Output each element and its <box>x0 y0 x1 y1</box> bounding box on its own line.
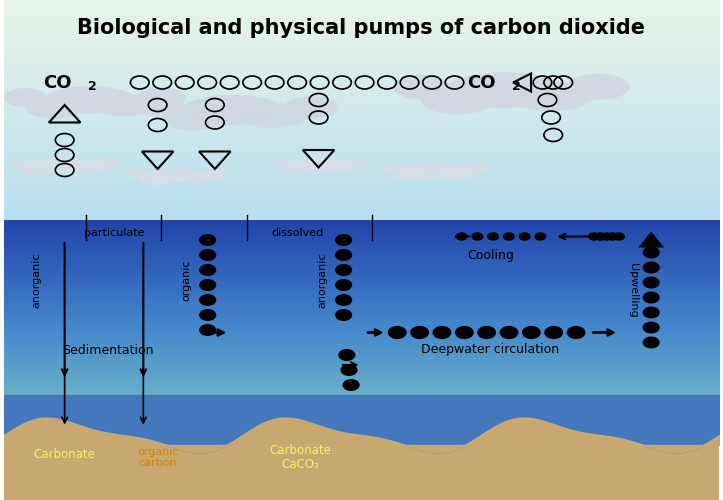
Circle shape <box>643 262 660 274</box>
Text: Sedimentation: Sedimentation <box>61 344 153 356</box>
Circle shape <box>477 326 496 339</box>
Ellipse shape <box>421 85 495 114</box>
Circle shape <box>643 246 660 258</box>
Text: 2: 2 <box>88 80 97 93</box>
Ellipse shape <box>320 162 356 174</box>
Text: 2: 2 <box>512 80 521 93</box>
Text: organic
carbon: organic carbon <box>137 446 179 468</box>
Circle shape <box>643 292 660 304</box>
Polygon shape <box>4 435 719 500</box>
Circle shape <box>534 232 547 240</box>
Ellipse shape <box>444 72 565 108</box>
Circle shape <box>643 306 660 318</box>
Circle shape <box>199 234 216 246</box>
Ellipse shape <box>4 88 47 107</box>
Text: organic: organic <box>181 259 192 300</box>
Ellipse shape <box>43 86 136 114</box>
Text: Carbonate
CaCO₃: Carbonate CaCO₃ <box>270 444 332 471</box>
Circle shape <box>335 294 352 306</box>
Text: dissolved: dissolved <box>271 228 323 237</box>
Ellipse shape <box>293 158 344 172</box>
Ellipse shape <box>138 97 186 117</box>
Ellipse shape <box>283 163 315 175</box>
Circle shape <box>335 279 352 291</box>
Ellipse shape <box>25 96 82 118</box>
Circle shape <box>455 326 474 339</box>
Circle shape <box>388 326 407 339</box>
Ellipse shape <box>162 106 225 130</box>
Circle shape <box>199 309 216 321</box>
Text: Carbonate: Carbonate <box>34 448 95 462</box>
Circle shape <box>199 249 216 261</box>
Ellipse shape <box>395 168 429 181</box>
Circle shape <box>601 232 612 240</box>
Circle shape <box>643 276 660 288</box>
Ellipse shape <box>136 88 187 108</box>
Circle shape <box>199 264 216 276</box>
Ellipse shape <box>63 161 102 175</box>
Circle shape <box>335 264 352 276</box>
Circle shape <box>410 326 429 339</box>
Ellipse shape <box>393 74 449 99</box>
Ellipse shape <box>22 163 57 176</box>
Circle shape <box>487 232 499 240</box>
Circle shape <box>503 232 515 240</box>
Ellipse shape <box>150 168 201 182</box>
Circle shape <box>338 349 356 361</box>
Circle shape <box>335 234 352 246</box>
Circle shape <box>588 232 600 240</box>
Circle shape <box>518 232 531 240</box>
Circle shape <box>432 326 451 339</box>
Circle shape <box>341 364 358 376</box>
Circle shape <box>613 232 625 240</box>
Circle shape <box>594 232 607 240</box>
Circle shape <box>607 232 619 240</box>
Ellipse shape <box>128 168 152 179</box>
Text: CO: CO <box>467 74 496 92</box>
Ellipse shape <box>565 74 630 100</box>
Text: CO: CO <box>43 74 72 92</box>
Ellipse shape <box>382 163 407 174</box>
Circle shape <box>500 326 518 339</box>
Ellipse shape <box>201 168 228 179</box>
Circle shape <box>199 279 216 291</box>
Ellipse shape <box>177 172 213 184</box>
Circle shape <box>522 326 541 339</box>
Circle shape <box>343 379 360 391</box>
Text: particulate: particulate <box>85 228 145 237</box>
Ellipse shape <box>9 158 35 169</box>
Ellipse shape <box>33 157 89 174</box>
Ellipse shape <box>140 173 171 186</box>
Text: Deepwater circulation: Deepwater circulation <box>422 344 560 356</box>
Text: Upwelling: Upwelling <box>628 262 638 318</box>
Text: Cooling: Cooling <box>467 248 514 262</box>
Ellipse shape <box>236 103 307 128</box>
Circle shape <box>335 249 352 261</box>
Ellipse shape <box>435 166 474 180</box>
Ellipse shape <box>405 162 461 178</box>
Circle shape <box>335 309 352 321</box>
Circle shape <box>199 294 216 306</box>
Circle shape <box>455 232 468 240</box>
Ellipse shape <box>181 95 284 125</box>
Text: anorganic: anorganic <box>31 252 41 308</box>
Ellipse shape <box>89 158 119 170</box>
Ellipse shape <box>344 158 372 169</box>
Ellipse shape <box>461 162 491 174</box>
Text: anorganic: anorganic <box>317 252 327 308</box>
Text: Biological and physical pumps of carbon dioxide: Biological and physical pumps of carbon … <box>77 18 646 38</box>
Circle shape <box>544 326 563 339</box>
Circle shape <box>471 232 484 240</box>
Circle shape <box>199 324 216 336</box>
Polygon shape <box>638 232 664 248</box>
Ellipse shape <box>509 82 593 111</box>
Circle shape <box>567 326 586 339</box>
Ellipse shape <box>284 96 339 118</box>
Circle shape <box>643 336 660 348</box>
Ellipse shape <box>271 158 295 169</box>
Circle shape <box>643 322 660 334</box>
Ellipse shape <box>93 94 158 116</box>
